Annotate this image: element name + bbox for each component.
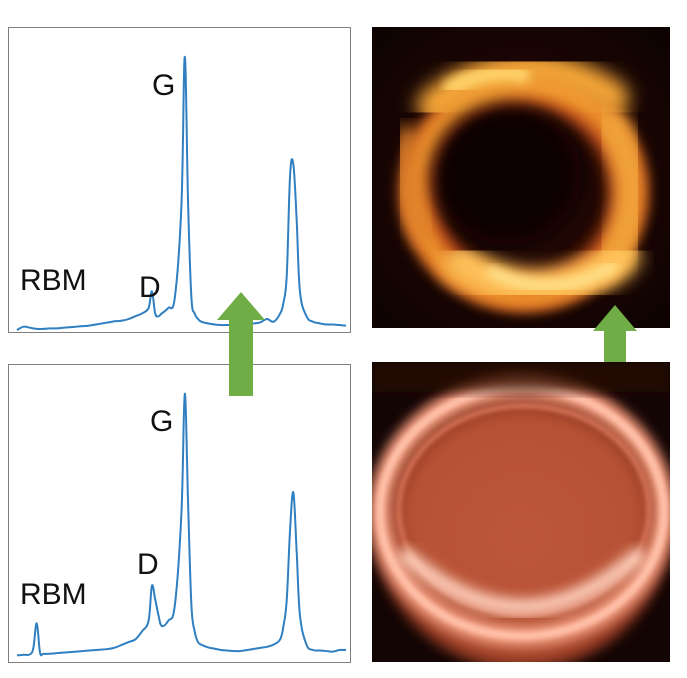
photo-glowing-ring-top (372, 27, 670, 328)
raman-spectrum-bottom (8, 364, 351, 663)
peak-label-rbm-bottom: RBM (20, 578, 87, 611)
peak-label-g-top: G (152, 69, 176, 102)
raman-spectrum-top-plot (16, 55, 347, 331)
spectrum-line-bottom (16, 392, 347, 657)
peak-label-rbm-top: RBM (20, 264, 87, 297)
arrow-up-icon-left (217, 292, 265, 396)
raman-spectrum-bottom-plot (16, 392, 347, 657)
peak-label-d-bottom: D (137, 548, 159, 581)
raman-spectrum-top (8, 27, 351, 333)
peak-label-g-bottom: G (150, 405, 174, 438)
photo-glowing-ring-bottom-image (372, 362, 670, 662)
photo-glowing-ring-bottom (372, 362, 670, 662)
photo-glowing-ring-top-image (372, 27, 670, 328)
spectrum-line-top (16, 55, 347, 331)
peak-label-d-top: D (139, 271, 161, 304)
